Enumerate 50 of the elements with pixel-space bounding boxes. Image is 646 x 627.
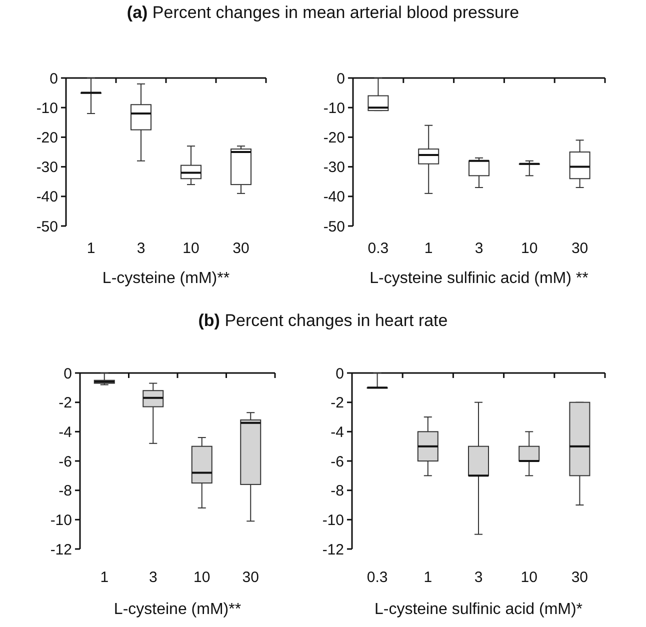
y-tick-label: -30 bbox=[36, 159, 58, 176]
x-axis-title: L-cysteine sulfinic acid (mM)* bbox=[374, 601, 583, 618]
x-axis-title: L-cysteine sulfinic acid (mM) ** bbox=[370, 270, 588, 287]
y-tick-label: -6 bbox=[58, 453, 72, 470]
x-tick-label: 3 bbox=[474, 569, 483, 586]
y-tick-label: -20 bbox=[323, 129, 345, 146]
y-tick-label: -10 bbox=[50, 512, 72, 529]
x-tick-label: 1 bbox=[86, 240, 96, 257]
x-tick-label: 3 bbox=[136, 240, 146, 257]
y-tick-label: -12 bbox=[50, 541, 72, 558]
x-axis-title: L-cysteine (mM)** bbox=[114, 601, 242, 618]
y-tick-label: -12 bbox=[322, 541, 344, 558]
x-axis-title: L-cysteine (mM)** bbox=[102, 270, 230, 287]
x-tick-label: 10 bbox=[194, 569, 210, 586]
y-tick-label: -10 bbox=[322, 512, 344, 529]
y-tick-label: -4 bbox=[58, 424, 72, 441]
y-tick-label: 0 bbox=[64, 365, 72, 382]
y-tick-label: -20 bbox=[36, 129, 58, 146]
x-tick-label: 1 bbox=[100, 569, 109, 586]
y-tick-label: 0 bbox=[50, 70, 58, 88]
x-tick-label: 30 bbox=[232, 240, 250, 257]
text: (b) Percent changes in heart rate bbox=[198, 311, 448, 330]
x-tick-label: 10 bbox=[521, 240, 538, 257]
y-tick-label: -4 bbox=[330, 424, 344, 441]
x-tick-label: 3 bbox=[148, 569, 158, 586]
x-tick-label: 0.3 bbox=[366, 569, 388, 586]
x-tick-label: 1 bbox=[424, 569, 432, 586]
y-tick-label: -10 bbox=[36, 100, 58, 117]
y-tick-label: 0 bbox=[336, 365, 344, 382]
y-tick-label: -10 bbox=[323, 100, 345, 117]
x-tick-label: 30 bbox=[571, 240, 588, 257]
y-tick-label: -6 bbox=[330, 453, 344, 470]
x-tick-label: 0.3 bbox=[368, 240, 389, 257]
x-tick-label: 30 bbox=[242, 569, 259, 586]
y-tick-label: -2 bbox=[330, 394, 344, 412]
x-tick-label: 10 bbox=[182, 240, 200, 257]
x-tick-label: 10 bbox=[520, 569, 538, 586]
y-tick-label: -40 bbox=[323, 188, 345, 206]
y-tick-label: -50 bbox=[36, 218, 58, 236]
y-tick-label: -30 bbox=[323, 159, 345, 176]
y-tick-label: -8 bbox=[330, 482, 344, 500]
y-tick-label: -2 bbox=[58, 394, 72, 412]
y-tick-label: -50 bbox=[323, 218, 345, 236]
y-tick-label: -40 bbox=[36, 188, 58, 206]
text: (a) Percent changes in mean arterial blood pressure bbox=[126, 3, 520, 22]
x-tick-label: 1 bbox=[424, 240, 433, 257]
x-tick-label: 3 bbox=[474, 240, 484, 257]
x-tick-label: 30 bbox=[571, 569, 588, 586]
y-tick-label: 0 bbox=[336, 70, 345, 88]
y-tick-label: -8 bbox=[58, 482, 72, 500]
